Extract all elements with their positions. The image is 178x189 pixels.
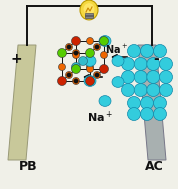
Circle shape (159, 84, 172, 97)
Text: Na$^+$: Na$^+$ (87, 109, 113, 125)
Ellipse shape (112, 56, 124, 66)
Circle shape (134, 70, 147, 84)
Circle shape (147, 70, 160, 84)
Ellipse shape (99, 36, 111, 46)
Circle shape (72, 36, 80, 46)
Circle shape (67, 45, 71, 49)
Circle shape (147, 57, 160, 70)
Circle shape (127, 44, 140, 57)
Polygon shape (138, 45, 166, 160)
Circle shape (66, 71, 72, 78)
Circle shape (153, 44, 166, 57)
Ellipse shape (99, 96, 111, 106)
Circle shape (87, 37, 93, 44)
Circle shape (59, 64, 66, 70)
Circle shape (87, 64, 93, 70)
Text: Na$^+$: Na$^+$ (106, 43, 129, 56)
Circle shape (159, 57, 172, 70)
Circle shape (93, 43, 101, 50)
Circle shape (74, 79, 78, 83)
Circle shape (87, 66, 93, 73)
Bar (85, 13, 93, 18)
Circle shape (85, 49, 95, 57)
Circle shape (72, 63, 80, 71)
Circle shape (95, 73, 99, 77)
Circle shape (72, 64, 80, 74)
Circle shape (134, 84, 147, 97)
Circle shape (134, 57, 147, 70)
Circle shape (66, 43, 72, 50)
Ellipse shape (112, 77, 124, 87)
Text: -: - (153, 52, 159, 66)
Circle shape (67, 73, 71, 77)
Circle shape (100, 64, 109, 74)
Circle shape (74, 51, 78, 55)
Ellipse shape (84, 76, 96, 86)
Circle shape (85, 77, 95, 85)
Ellipse shape (80, 0, 98, 20)
Circle shape (127, 97, 140, 109)
Circle shape (122, 84, 135, 97)
Circle shape (140, 97, 153, 109)
Circle shape (95, 45, 99, 49)
Circle shape (122, 70, 135, 84)
Polygon shape (8, 45, 36, 160)
Circle shape (159, 70, 172, 84)
Ellipse shape (84, 3, 94, 15)
Text: PB: PB (19, 160, 37, 174)
Circle shape (72, 50, 80, 57)
Circle shape (57, 49, 67, 57)
Text: +: + (10, 52, 22, 66)
Circle shape (147, 84, 160, 97)
Text: AC: AC (145, 160, 163, 174)
Circle shape (78, 57, 88, 66)
Circle shape (72, 77, 80, 84)
Circle shape (101, 51, 108, 59)
Circle shape (100, 36, 109, 46)
Circle shape (57, 77, 67, 85)
Circle shape (140, 108, 153, 121)
Circle shape (93, 71, 101, 78)
Circle shape (153, 97, 166, 109)
Circle shape (127, 108, 140, 121)
Circle shape (72, 51, 80, 59)
Circle shape (122, 57, 135, 70)
Circle shape (140, 44, 153, 57)
Ellipse shape (84, 56, 96, 66)
Circle shape (153, 108, 166, 121)
